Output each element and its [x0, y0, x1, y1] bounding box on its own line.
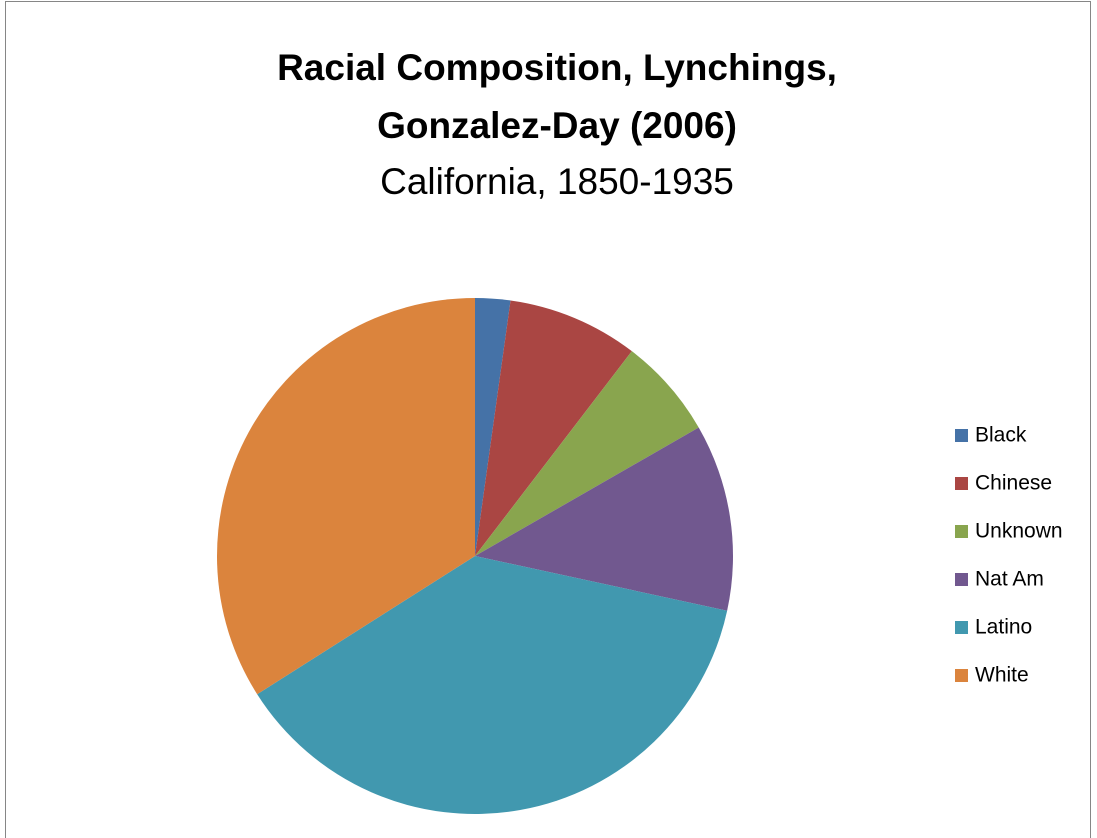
legend-label: Chinese — [975, 472, 1052, 495]
pie-slice — [475, 300, 632, 556]
legend-swatch — [955, 525, 968, 538]
pie-slice — [475, 298, 511, 556]
chart-subtitle: California, 1850-1935 — [380, 161, 734, 202]
legend-swatch — [955, 669, 968, 682]
legend-swatch — [955, 429, 968, 442]
pie-slice — [475, 351, 699, 556]
legend-label: Black — [975, 424, 1027, 447]
legend-label: Unknown — [975, 520, 1063, 543]
pie-slice — [217, 298, 476, 695]
pie-slice — [475, 427, 733, 611]
pie-slice — [257, 556, 728, 815]
legend-label: Nat Am — [975, 568, 1044, 591]
legend-swatch — [955, 621, 968, 634]
legend-label: Latino — [975, 616, 1032, 639]
legend-swatch — [955, 477, 968, 490]
legend-swatch — [955, 573, 968, 586]
chart-title: Gonzalez-Day (2006) — [377, 105, 737, 146]
chart-title: Racial Composition, Lynchings, — [277, 47, 837, 88]
legend-label: White — [975, 664, 1029, 687]
